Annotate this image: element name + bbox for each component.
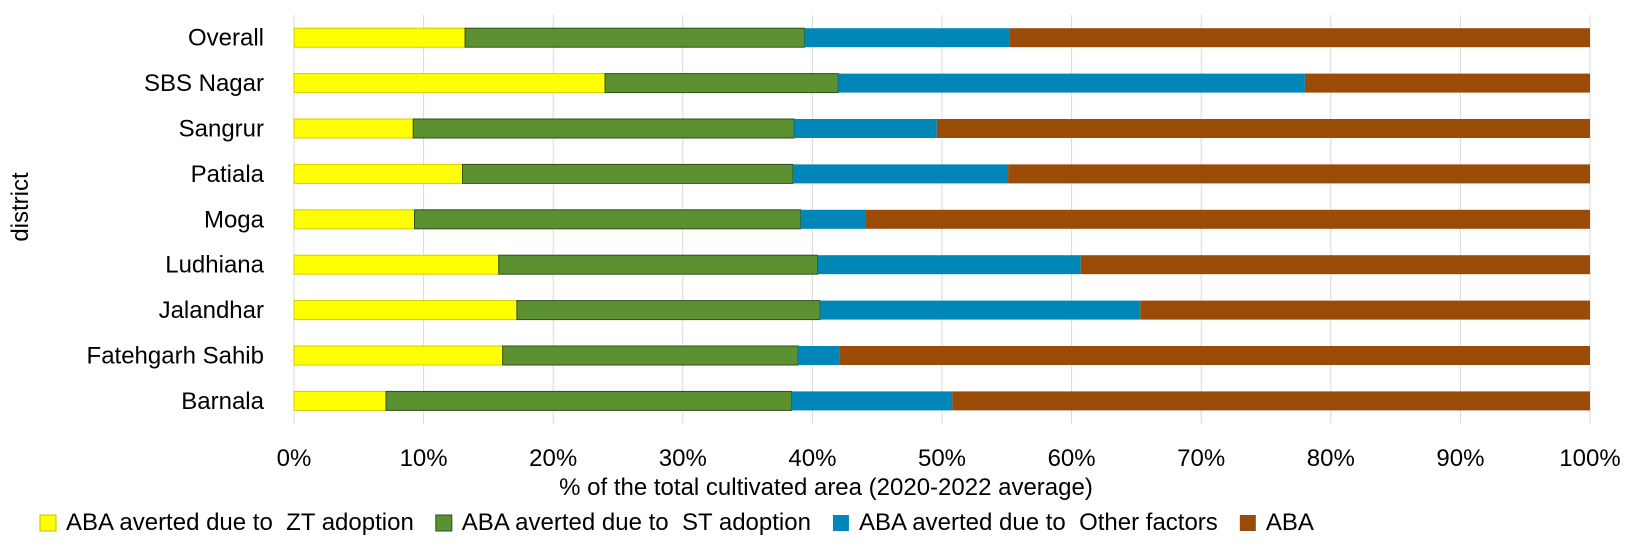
legend-swatch — [39, 514, 57, 532]
bar-segment — [293, 254, 500, 275]
bar-segment — [1304, 73, 1590, 93]
category-labels: Overall SBS Nagar Sangrur Patiala Moga Ludhia… — [87, 25, 265, 415]
legend: ABA averted due to ZT adoption ABA averte… — [39, 509, 1314, 536]
legend-label: ABA averted due to ZT adoption — [66, 509, 414, 536]
bar-segment — [820, 300, 1141, 320]
bar-segment — [516, 300, 821, 321]
bar-segment — [414, 209, 802, 230]
bar-segment — [865, 209, 1590, 229]
x-tick-label: 60% — [1048, 445, 1096, 472]
bar-segment — [502, 345, 799, 366]
legend-label: ABA — [1266, 509, 1314, 536]
legend-label: ABA averted due to Other factors — [859, 509, 1218, 536]
bar-segment — [839, 346, 1590, 365]
x-tick-label: 20% — [529, 445, 577, 472]
x-axis-title: % of the total cultivated area (2020-202… — [559, 474, 1093, 501]
bar-segment — [604, 73, 839, 94]
category-label: Sangrur — [179, 116, 264, 143]
legend-label: ABA averted due to ST adoption — [462, 509, 811, 536]
bar-segment — [498, 254, 819, 275]
category-label: Barnala — [181, 388, 264, 415]
y-axis-title: district — [7, 172, 34, 242]
x-tick-label: 100% — [1559, 445, 1620, 472]
x-tick-label: 80% — [1307, 445, 1355, 472]
x-tick-label: 40% — [788, 445, 836, 472]
bar-segment — [800, 209, 866, 229]
legend-swatch — [435, 514, 453, 532]
category-label: SBS Nagar — [144, 70, 264, 97]
bar-segment — [461, 163, 794, 184]
category-label: Jalandhar — [159, 297, 264, 324]
bar-segment — [412, 118, 795, 139]
legend-swatch — [832, 515, 849, 531]
bar-segment — [817, 255, 1081, 275]
bar-segment — [1140, 300, 1590, 320]
bars — [293, 27, 1590, 411]
bar-segment — [293, 300, 518, 321]
bar-segment — [1080, 255, 1590, 275]
bar-segment — [464, 27, 806, 48]
x-tick-label: 0% — [277, 445, 312, 472]
bar-segment — [293, 118, 414, 139]
x-tick-label: 10% — [400, 445, 448, 472]
bar-segment — [952, 391, 1590, 411]
category-label: Fatehgarh Sahib — [87, 343, 264, 370]
bar-segment — [838, 73, 1305, 93]
x-tick-labels: 0% 10% 20% 30% 40% 50% 60% 70% 80% 90% 100% — [277, 445, 1621, 472]
bar-segment — [293, 345, 504, 366]
bar-segment — [293, 73, 606, 94]
bar-segment — [798, 346, 840, 365]
bar-segment — [1009, 28, 1590, 48]
x-tick-label: 30% — [659, 445, 707, 472]
bar-segment — [293, 27, 466, 48]
category-label: Ludhiana — [165, 252, 264, 279]
bar-segment — [293, 209, 416, 230]
bar-segment — [804, 28, 1010, 48]
bar-segment — [936, 119, 1590, 138]
category-label: Patiala — [191, 161, 265, 188]
bar-segment — [293, 163, 463, 184]
bar-segment — [792, 164, 1009, 184]
x-tick-label: 50% — [918, 445, 966, 472]
bar-segment — [293, 390, 387, 411]
bar-segment — [791, 391, 953, 411]
bar-segment — [385, 390, 793, 411]
category-label: Moga — [204, 206, 265, 233]
x-tick-label: 70% — [1177, 445, 1225, 472]
category-label: Overall — [188, 25, 264, 52]
x-tick-label: 90% — [1436, 445, 1484, 472]
bar-segment — [1008, 164, 1590, 184]
legend-swatch — [1239, 515, 1256, 531]
bar-segment — [794, 119, 937, 138]
